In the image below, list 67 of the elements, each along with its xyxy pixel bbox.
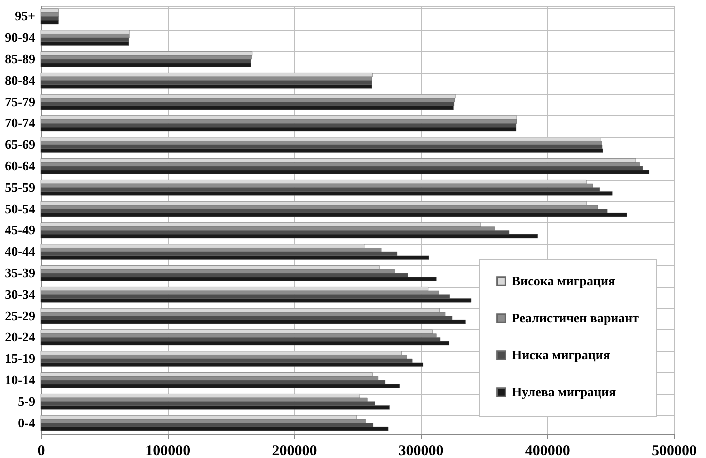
y-tick-label: 85-89 — [5, 52, 36, 66]
bar — [40, 116, 518, 120]
bar — [40, 8, 59, 13]
bar — [40, 106, 454, 110]
bar — [40, 80, 372, 85]
legend-label: Висока миграция — [512, 274, 616, 288]
bar — [40, 84, 372, 89]
bar — [40, 98, 456, 102]
x-tick-label: 0 — [38, 444, 46, 458]
y-tick-label: 65-69 — [5, 137, 36, 152]
y-tick-label: 90-94 — [5, 30, 36, 46]
y-tick-label: 20-24 — [5, 330, 36, 345]
x-tick-label: 500000 — [652, 444, 697, 458]
y-tick-label: 95+ — [15, 8, 36, 24]
y-tick-label: 55-59 — [5, 180, 36, 195]
legend-label: Ниска миграция — [512, 348, 610, 362]
bar — [40, 30, 130, 34]
x-tick-label: 200000 — [272, 444, 318, 458]
bar — [40, 120, 518, 124]
bar — [40, 330, 433, 334]
bar — [40, 52, 253, 56]
bar — [40, 34, 130, 38]
bar — [40, 12, 59, 17]
bar — [40, 158, 636, 163]
bar — [40, 341, 450, 346]
y-tick-label: 5-9 — [18, 394, 36, 409]
bar — [40, 76, 372, 82]
legend-label: Реалистичен вариант — [512, 310, 640, 326]
bar — [40, 141, 602, 146]
bar — [40, 20, 59, 25]
x-tick-label: 400000 — [525, 444, 570, 458]
y-tick-label: 60-64 — [5, 158, 36, 174]
y-tick-label: 75-79 — [5, 94, 36, 110]
bar — [40, 213, 628, 218]
x-tick-label: 100000 — [146, 444, 191, 458]
bar — [40, 127, 517, 132]
bar — [40, 320, 466, 324]
bar — [40, 102, 454, 106]
bar — [40, 277, 437, 282]
y-tick-label: 10-14 — [5, 372, 36, 388]
bar — [40, 148, 604, 153]
bar — [40, 384, 400, 388]
bar — [40, 59, 252, 64]
y-tick-label: 30-34 — [5, 286, 36, 302]
bar — [40, 192, 613, 196]
bar — [40, 234, 538, 239]
bar — [40, 63, 252, 68]
legend-label: Нулева миграция — [512, 384, 616, 400]
bar — [40, 427, 389, 432]
bar — [40, 406, 390, 410]
bar — [40, 137, 602, 142]
bar — [40, 256, 430, 260]
bar — [40, 170, 650, 174]
y-tick-label: 40-44 — [5, 244, 36, 260]
bar — [40, 298, 472, 303]
y-tick-label: 80-84 — [5, 72, 36, 88]
x-tick-label: 300000 — [398, 444, 444, 458]
y-tick-label: 15-19 — [5, 351, 36, 366]
bar — [40, 362, 424, 367]
y-tick-label: 50-54 — [5, 201, 36, 216]
y-tick-label: 25-29 — [5, 308, 36, 324]
y-tick-label: 45-49 — [5, 222, 36, 238]
bar — [40, 42, 130, 46]
y-tick-label: 70-74 — [5, 116, 36, 131]
y-tick-label: 35-39 — [5, 266, 36, 280]
y-tick-label: 0-4 — [18, 415, 36, 430]
bar — [40, 334, 437, 338]
